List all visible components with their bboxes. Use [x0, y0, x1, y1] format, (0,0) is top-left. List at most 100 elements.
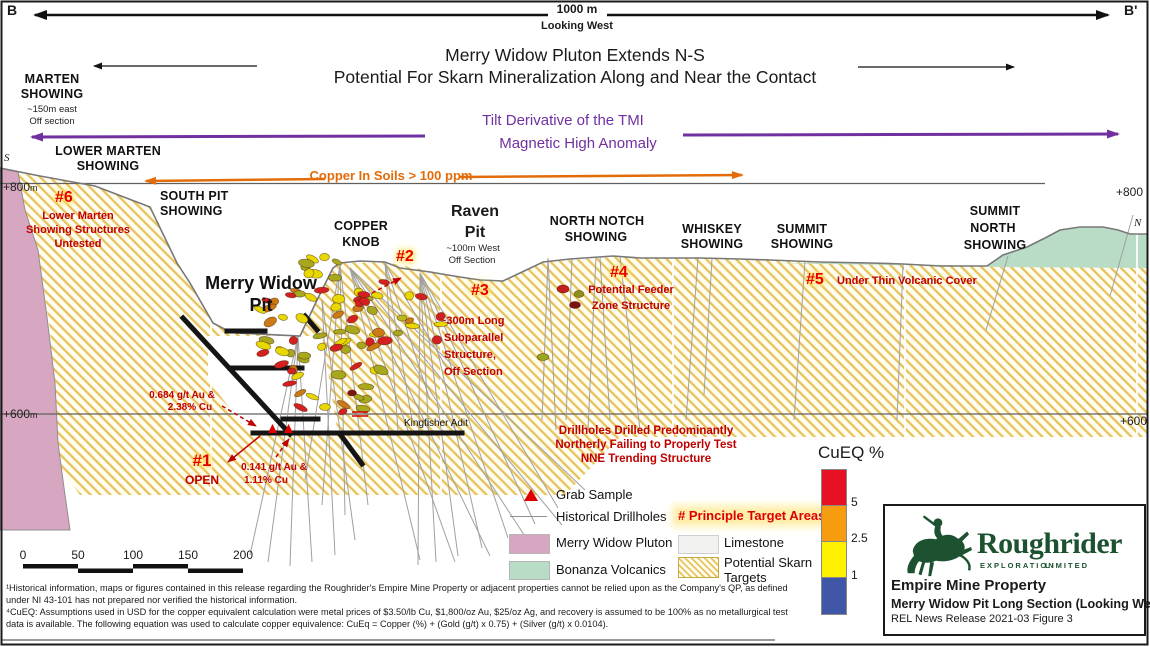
intercept-tick-marks [352, 411, 368, 417]
intercept-disc [317, 342, 327, 351]
mine-workings [179, 312, 465, 468]
showing-lower-marten-1: LOWER MARTEN [55, 144, 161, 158]
intercept-disc [371, 291, 384, 300]
elevation-800-left: +800m [3, 181, 38, 194]
showing-north-notch-2: SHOWING [564, 230, 628, 244]
legend-principle-target-areas: # Principle Target Areas [676, 508, 828, 523]
intercept-disc [359, 297, 371, 306]
scalebar-100: 100 [122, 548, 144, 562]
target-3-note-1: ~300m Long [440, 315, 505, 327]
target-4-note-1: Potential Feeder [588, 284, 674, 296]
intercept-disc [319, 253, 330, 262]
target-5-note: Under Thin Volcanic Cover [837, 275, 977, 287]
intercept-disc [332, 294, 346, 304]
showing-summit-north-1: SUMMIT [969, 204, 1021, 218]
intercept-disc [344, 325, 361, 335]
footnote-line-3: ⁴CuEQ: Assumptions used in USD for the c… [6, 607, 788, 617]
intercept-disc [287, 367, 297, 375]
annotation-arrows-red [221, 277, 402, 463]
cueq-tick-1: 1 [851, 568, 858, 582]
figure-title-line1: Merry Widow Pluton Extends N-S [445, 45, 705, 65]
south-marker: S [4, 152, 10, 164]
elevation-800-left-unit: m [30, 183, 38, 193]
intercept-disc [294, 389, 307, 398]
elevation-800-right: +800 [1116, 185, 1144, 199]
intercept-disc [333, 328, 347, 335]
raven-pit-label-2: Pit [464, 224, 486, 241]
drill-note-1: Drillholes Drilled Predominantly [558, 425, 734, 437]
grade-annotation-1b: 2.38% Cu [167, 402, 213, 413]
intercept-disc [356, 341, 367, 349]
intercept-disc [349, 361, 363, 371]
elevation-600-left: +600m [3, 408, 38, 421]
cueq-scale-title: CuEQ % [818, 443, 885, 462]
showing-whiskey-1: WHISKEY [682, 222, 742, 236]
showing-summit-2: SHOWING [770, 237, 834, 251]
intercept-disc [295, 313, 309, 324]
view-direction-label: Looking West [541, 20, 613, 32]
showing-south-pit-1: SOUTH PIT [160, 189, 229, 203]
intercept-disc [378, 279, 390, 286]
news-release-ref: REL News Release 2021-03 Figure 3 [891, 613, 1073, 625]
intercept-disc [303, 268, 315, 279]
grade-annotation-2b: 1.11% Cu [244, 475, 288, 486]
intercept-disc [256, 349, 270, 357]
intercept-disc [329, 343, 343, 352]
drill-intercepts [253, 253, 448, 416]
target-5-id: #5 [806, 271, 824, 288]
intercept-disc [346, 314, 359, 324]
scalebar-0: 0 [19, 548, 27, 562]
cueq-tick-5: 5 [851, 495, 858, 509]
target-3-id: #3 [471, 282, 489, 299]
grab-sample-triangles [268, 424, 293, 433]
intercept-disc [285, 292, 297, 299]
target-4-note-2: Zone Structure [591, 300, 671, 312]
intercept-disc [275, 346, 290, 357]
elevation-600-left-value: +600 [3, 407, 31, 421]
magnetic-anomaly-arrows [30, 129, 1120, 142]
showing-whiskey-2: SHOWING [680, 237, 744, 251]
grab-sample-icon [524, 489, 538, 501]
scale-bar-segments [23, 564, 243, 573]
target-3-note-4: Off Section [444, 366, 503, 378]
intercept-disc [433, 321, 448, 328]
intercept-disc [274, 360, 289, 369]
legend-skarn-1: Potential Skarn [724, 555, 813, 570]
showing-summit-north-3: SHOWING [963, 238, 1027, 252]
figure-caption: Merry Widow Pit Long Section (Looking We… [891, 597, 1150, 611]
drillhole-line-icon [510, 516, 547, 517]
volcanics-swatch [509, 561, 550, 580]
intercept-disc [298, 258, 315, 268]
target-3-note-2: Subparallel [444, 332, 504, 344]
elevation-600-left-unit: m [30, 410, 38, 420]
intercept-disc [435, 312, 446, 321]
brand-tag-limited: LIMITED [1045, 561, 1089, 570]
intercept-disc [330, 370, 347, 380]
intercept-disc [404, 291, 414, 301]
logo-box: Roughrider EXPLORATION LIMITED Empire Mi… [883, 504, 1150, 636]
showing-copper-knob-2: KNOB [342, 235, 380, 249]
showing-marten-2: SHOWING [20, 87, 84, 101]
intercept-disc [330, 302, 342, 312]
intercept-disc [312, 332, 328, 340]
intercept-disc [261, 297, 273, 304]
legend-merry-widow-pluton: Merry Widow Pluton [556, 535, 673, 550]
volcanics-cover [775, 227, 1148, 268]
intercept-disc [331, 258, 343, 266]
intercept-disc [305, 392, 319, 401]
raven-pit-label-1: Raven [450, 203, 500, 220]
skarn-targets-swatch [678, 557, 719, 578]
legend-grab-sample: Grab Sample [556, 487, 633, 502]
pluton-swatch [509, 534, 550, 554]
scalebar-200: 200 [232, 548, 254, 562]
showing-north-notch-1: NORTH NOTCH [549, 214, 645, 228]
intercept-disc [297, 351, 312, 360]
scale-length-label: 1000 m [556, 2, 598, 16]
showing-marten-1: MARTEN [24, 72, 80, 86]
legend-limestone: Limestone [724, 535, 784, 550]
target-3-note-3: Structure, [444, 349, 496, 361]
target-6-note-3: Untested [54, 238, 102, 250]
scalebar-50: 50 [71, 548, 85, 562]
elevation-600-right: +600 [1120, 414, 1148, 428]
property-title: Empire Mine Property [891, 577, 1047, 594]
